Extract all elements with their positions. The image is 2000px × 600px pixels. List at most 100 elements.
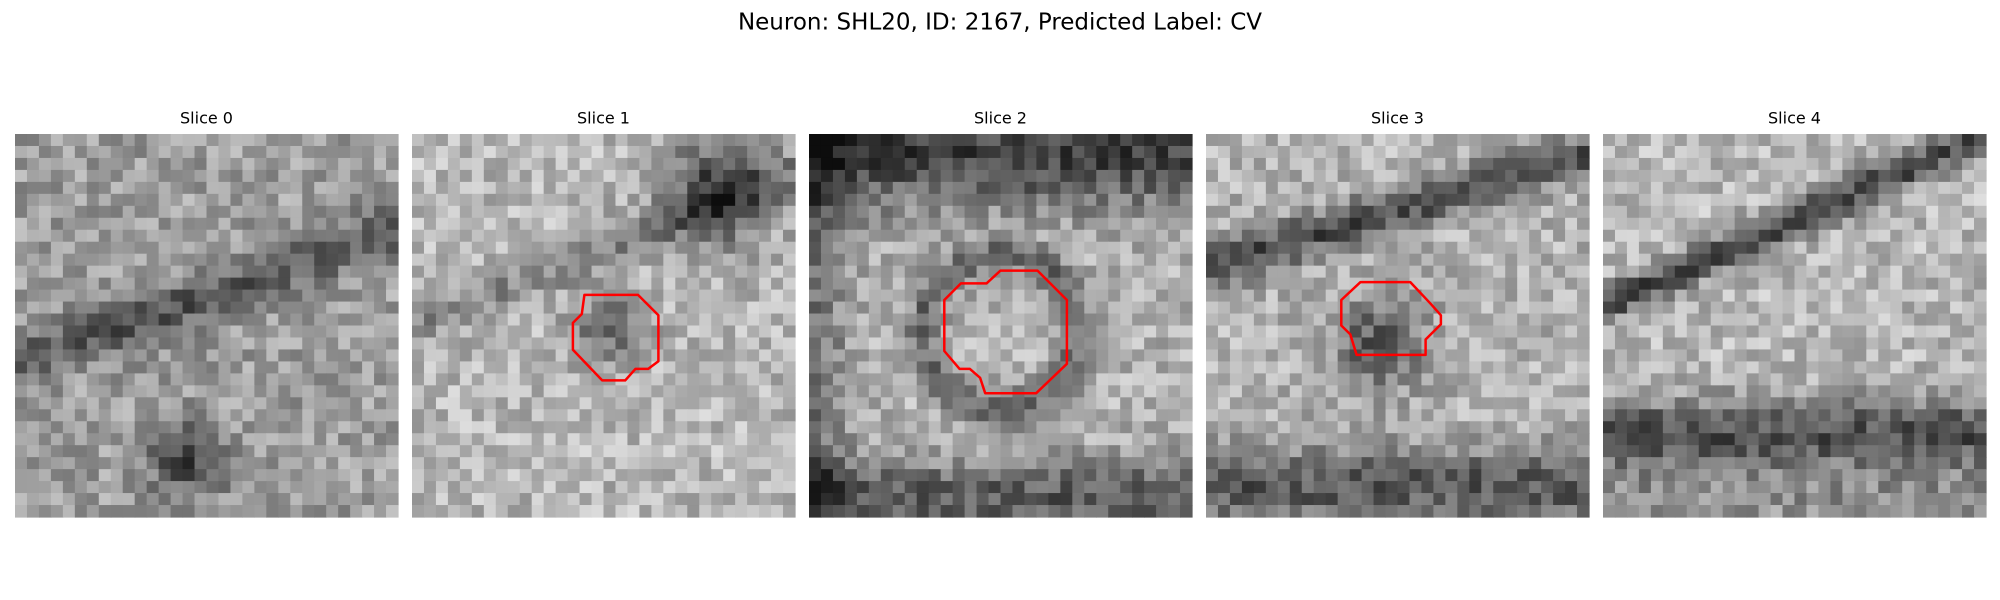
pixel	[844, 181, 858, 195]
pixel	[1650, 409, 1664, 422]
pixel	[447, 169, 461, 183]
pixel	[1614, 337, 1628, 351]
pixel	[412, 493, 425, 506]
pixel	[820, 301, 834, 315]
pixel	[1686, 373, 1700, 386]
pixel	[1337, 337, 1351, 351]
pixel	[1168, 361, 1181, 374]
pixel	[1096, 385, 1109, 398]
pixel	[1830, 385, 1843, 398]
pixel	[1481, 301, 1494, 315]
pixel	[507, 265, 521, 279]
pixel	[759, 349, 772, 363]
pixel	[1277, 253, 1291, 267]
pixel	[747, 505, 760, 518]
pixel	[1253, 253, 1267, 267]
pixel	[182, 205, 196, 219]
pixel	[290, 157, 303, 171]
pixel	[579, 421, 593, 434]
pixel	[1565, 169, 1578, 183]
pixel	[771, 481, 784, 494]
pixel	[1674, 169, 1688, 183]
pixel	[1565, 193, 1578, 207]
pixel	[218, 325, 232, 339]
pixel	[675, 445, 688, 458]
pixel	[1770, 349, 1784, 363]
pixel	[1830, 457, 1843, 470]
pixel	[50, 421, 64, 434]
pixel	[711, 469, 724, 482]
pixel	[555, 445, 569, 458]
pixel	[868, 493, 882, 506]
pixel	[1409, 385, 1423, 398]
pixel	[1457, 361, 1470, 374]
pixel	[1914, 181, 1927, 195]
pixel	[182, 325, 196, 339]
pixel	[1012, 385, 1026, 398]
pixel	[1084, 289, 1097, 303]
pixel	[314, 481, 327, 494]
pixel	[1758, 325, 1772, 339]
pixel	[110, 205, 124, 219]
pixel	[1277, 361, 1291, 374]
pixel	[1000, 493, 1014, 506]
pixel	[1626, 421, 1640, 434]
pixel	[471, 229, 485, 243]
pixel	[412, 421, 425, 434]
pixel	[1229, 134, 1243, 147]
pixel	[1096, 469, 1109, 482]
pixel	[1168, 421, 1181, 434]
pixel	[1325, 193, 1339, 207]
pixel	[1962, 397, 1975, 410]
pixel	[1517, 505, 1530, 518]
pixel	[15, 409, 28, 422]
pixel	[1734, 445, 1748, 458]
pixel	[230, 145, 244, 159]
pixel	[74, 337, 88, 351]
pixel	[1505, 145, 1518, 159]
pixel	[374, 457, 387, 470]
pixel	[1782, 181, 1796, 195]
pixel	[1361, 421, 1375, 434]
pixel	[603, 493, 617, 506]
pixel	[543, 301, 557, 315]
pixel	[1120, 325, 1133, 339]
pixel	[1253, 409, 1267, 422]
pixel	[1265, 481, 1279, 494]
pixel	[194, 134, 208, 147]
pixel	[1626, 397, 1640, 410]
pixel	[809, 445, 822, 458]
pixel	[723, 217, 736, 231]
pixel	[242, 205, 255, 219]
pixel	[110, 505, 124, 518]
pixel	[1301, 397, 1315, 410]
pixel	[809, 373, 822, 386]
pixel	[1313, 301, 1327, 315]
pixel	[1734, 457, 1748, 470]
pixel	[519, 337, 533, 351]
pixel	[555, 157, 569, 171]
pixel	[435, 397, 449, 410]
pixel	[1241, 457, 1255, 470]
pixel	[1000, 241, 1014, 255]
pixel	[940, 313, 954, 327]
pixel	[182, 289, 196, 303]
pixel	[1108, 325, 1121, 339]
pixel	[1361, 169, 1375, 183]
pixel	[62, 469, 76, 482]
pixel	[1722, 277, 1736, 291]
pixel	[543, 181, 557, 195]
pixel	[1866, 433, 1879, 446]
pixel	[374, 349, 387, 363]
pixel	[146, 385, 160, 398]
pixel	[1409, 325, 1423, 339]
pixel	[1277, 433, 1291, 446]
pixel	[543, 349, 557, 363]
pixel	[1650, 193, 1664, 207]
pixel	[1938, 337, 1951, 351]
pixel	[1866, 349, 1879, 363]
pixel	[62, 433, 76, 446]
pixel	[338, 337, 351, 351]
pixel	[1036, 313, 1049, 327]
pixel	[1012, 445, 1026, 458]
